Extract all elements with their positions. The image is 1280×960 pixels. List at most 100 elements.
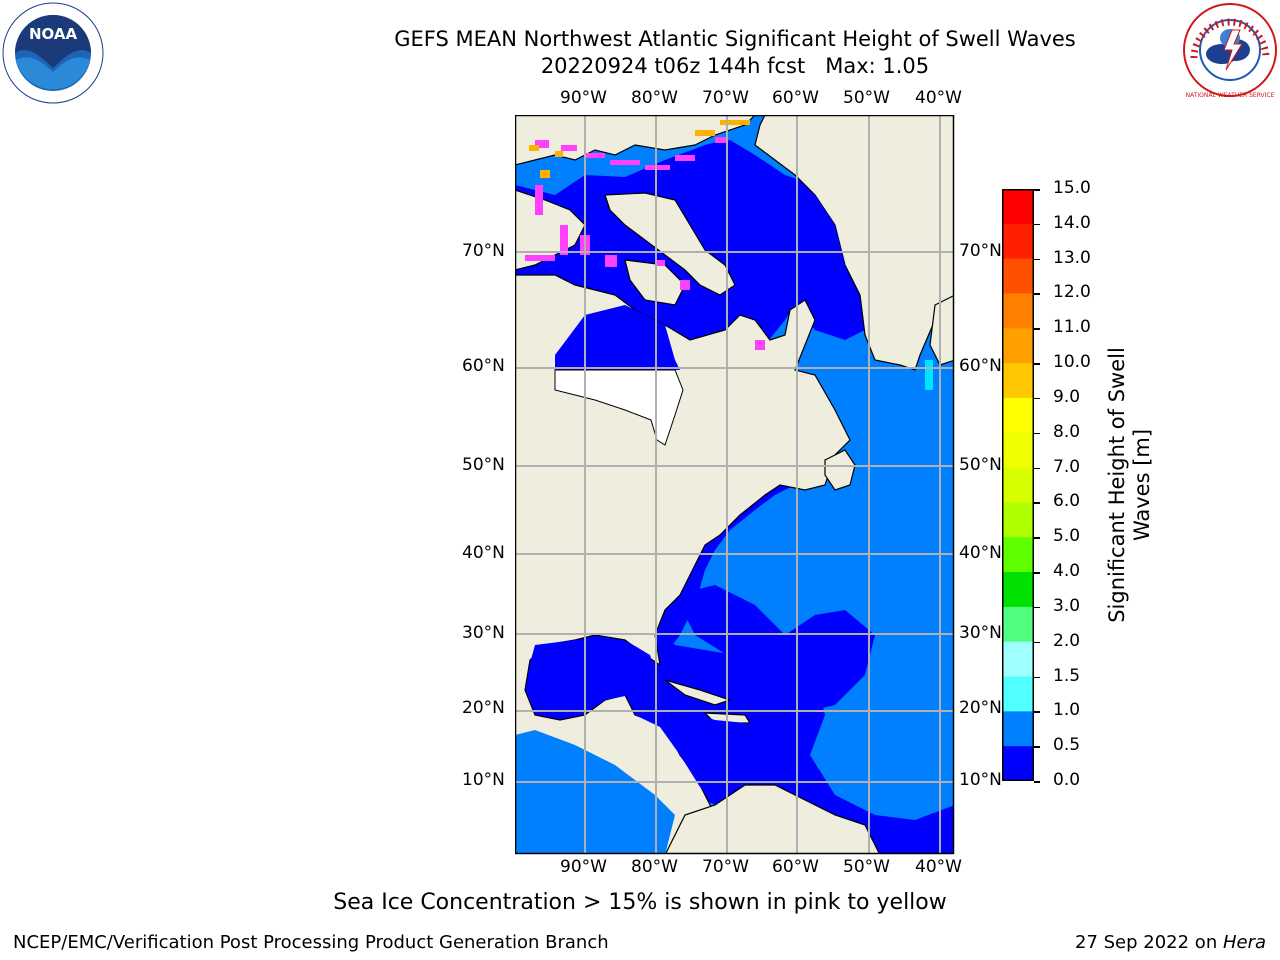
colorbar-tick-label: 2.0 (1053, 630, 1081, 651)
colorbar-tick-label: 1.5 (1053, 665, 1081, 686)
colorbar-tick-mark (1034, 223, 1040, 226)
colorbar-tick-mark (1034, 711, 1040, 713)
lat-label: 20°N (462, 698, 505, 718)
caribbean-sea (635, 707, 800, 803)
colorbar-label-line1: Significant Height of Swell (1105, 347, 1129, 623)
lat-label: 70°N (959, 241, 1002, 261)
ocean-swell-1-1p5 (925, 360, 933, 390)
footer-host: Hera (1222, 932, 1266, 953)
colorbar-tick-mark (1034, 572, 1040, 574)
colorbar-tick-mark (1034, 746, 1040, 748)
lon-label: 50°W (843, 857, 890, 877)
colorbar-segment (1002, 606, 1034, 643)
colorbar-tick-mark (1034, 432, 1040, 435)
colorbar-tick-mark (1034, 606, 1040, 609)
map-title: GEFS MEAN Northwest Atlantic Significant… (394, 27, 1076, 51)
graticule (515, 115, 954, 854)
colorbar-segment (1002, 258, 1034, 294)
footer-date: 27 Sep 2022 on Hera (1075, 932, 1266, 953)
colorbar-tick-label: 6.0 (1053, 491, 1081, 512)
colorbar-segment (1002, 189, 1034, 225)
colorbar-segment (1002, 328, 1034, 364)
colorbar-segment (1002, 397, 1034, 434)
lon-label: 80°W (631, 88, 678, 108)
colorbar-tick-mark (1034, 328, 1040, 330)
lon-label: 90°W (560, 88, 607, 108)
lon-label: 60°W (772, 88, 819, 108)
colorbar-tick-mark (1034, 467, 1040, 470)
lat-label: 60°N (959, 356, 1002, 376)
noaa-logo: NOAA (2, 2, 104, 104)
colorbar-tick-label: 7.0 (1053, 456, 1081, 477)
missing-data-region-top (554, 369, 684, 446)
colorbar-tick-label: 0.5 (1053, 735, 1081, 756)
colorbar-tick-label: 3.0 (1053, 595, 1081, 616)
colorbar-tick-mark (1034, 781, 1040, 783)
colorbar-tick-label: 14.0 (1053, 212, 1091, 233)
lat-label: 50°N (462, 455, 505, 475)
colorbar-tick-mark (1034, 258, 1040, 261)
colorbar-segment (1002, 711, 1034, 747)
ocean-swell-0-0p5 (675, 585, 875, 710)
lat-label: 20°N (959, 698, 1002, 718)
lat-label: 30°N (959, 623, 1002, 643)
nws-logo: NATIONAL WEATHER SERVICE (1183, 3, 1277, 99)
colorbar-tick-label: 9.0 (1053, 386, 1081, 407)
pacific-ocean (515, 730, 675, 854)
lon-label: 60°W (772, 857, 819, 877)
colorbar-segment (1002, 676, 1034, 712)
colorbar-tick-label: 13.0 (1053, 247, 1091, 268)
colorbar-tick-label: 12.0 (1053, 282, 1091, 303)
map-subtitle: 20220924 t06z 144h fcst Max: 1.05 (540, 54, 930, 78)
colorbar-label: Significant Height of Swell Waves [m] (1105, 347, 1155, 623)
colorbar-tick-mark (1034, 502, 1040, 504)
colorbar-tick-label: 8.0 (1053, 421, 1081, 442)
map-frame (515, 115, 955, 855)
sea-ice-caption: Sea Ice Concentration > 15% is shown in … (333, 890, 947, 915)
lat-label: 10°N (462, 770, 505, 790)
hudson-bay (555, 305, 680, 370)
nws-logo-text: NATIONAL WEATHER SERVICE (1186, 92, 1275, 99)
lat-label: 10°N (959, 770, 1002, 790)
footer-branch: NCEP/EMC/Verification Post Processing Pr… (13, 932, 609, 953)
lon-label: 40°W (915, 88, 962, 108)
colorbar-tick-mark (1034, 293, 1040, 295)
colorbar-tick-mark (1034, 363, 1040, 365)
colorbar-segment (1002, 432, 1034, 469)
colorbar-segment (1002, 572, 1034, 608)
lat-label: 60°N (462, 356, 505, 376)
lat-label: 40°N (462, 543, 505, 563)
lon-label: 70°W (702, 88, 749, 108)
colorbar (1002, 189, 1034, 781)
colorbar-label-line2: Waves [m] (1130, 428, 1154, 542)
colorbar-tick-label: 10.0 (1053, 352, 1091, 373)
colorbar-tick-label: 5.0 (1053, 526, 1081, 547)
colorbar-tick-mark (1034, 676, 1040, 679)
gulf-of-mexico (527, 637, 655, 717)
colorbar-segment (1002, 537, 1034, 573)
colorbar-segment (1002, 293, 1034, 329)
colorbar-tick-label: 1.0 (1053, 700, 1081, 721)
lon-label: 50°W (843, 88, 890, 108)
colorbar-tick-label: 4.0 (1053, 561, 1081, 582)
noaa-logo-text: NOAA (29, 25, 78, 43)
lat-label: 30°N (462, 623, 505, 643)
colorbar-frame (1002, 189, 1034, 781)
lon-label: 70°W (702, 857, 749, 877)
colorbar-segment (1002, 363, 1034, 399)
colorbar-tick-mark (1034, 397, 1040, 400)
lon-label: 90°W (560, 857, 607, 877)
colorbar-segment (1002, 641, 1034, 678)
lat-label: 70°N (462, 241, 505, 261)
colorbar-tick-mark (1034, 189, 1040, 191)
lat-label: 50°N (959, 455, 1002, 475)
colorbar-segment (1002, 467, 1034, 503)
colorbar-segment (1002, 746, 1034, 781)
colorbar-tick-mark (1034, 537, 1040, 539)
swell-map (515, 115, 955, 855)
lon-label: 40°W (915, 857, 962, 877)
colorbar-tick-label: 15.0 (1053, 178, 1091, 198)
colorbar-segment (1002, 223, 1034, 260)
land (515, 115, 954, 854)
colorbar-tick-label: 0.0 (1053, 770, 1081, 790)
